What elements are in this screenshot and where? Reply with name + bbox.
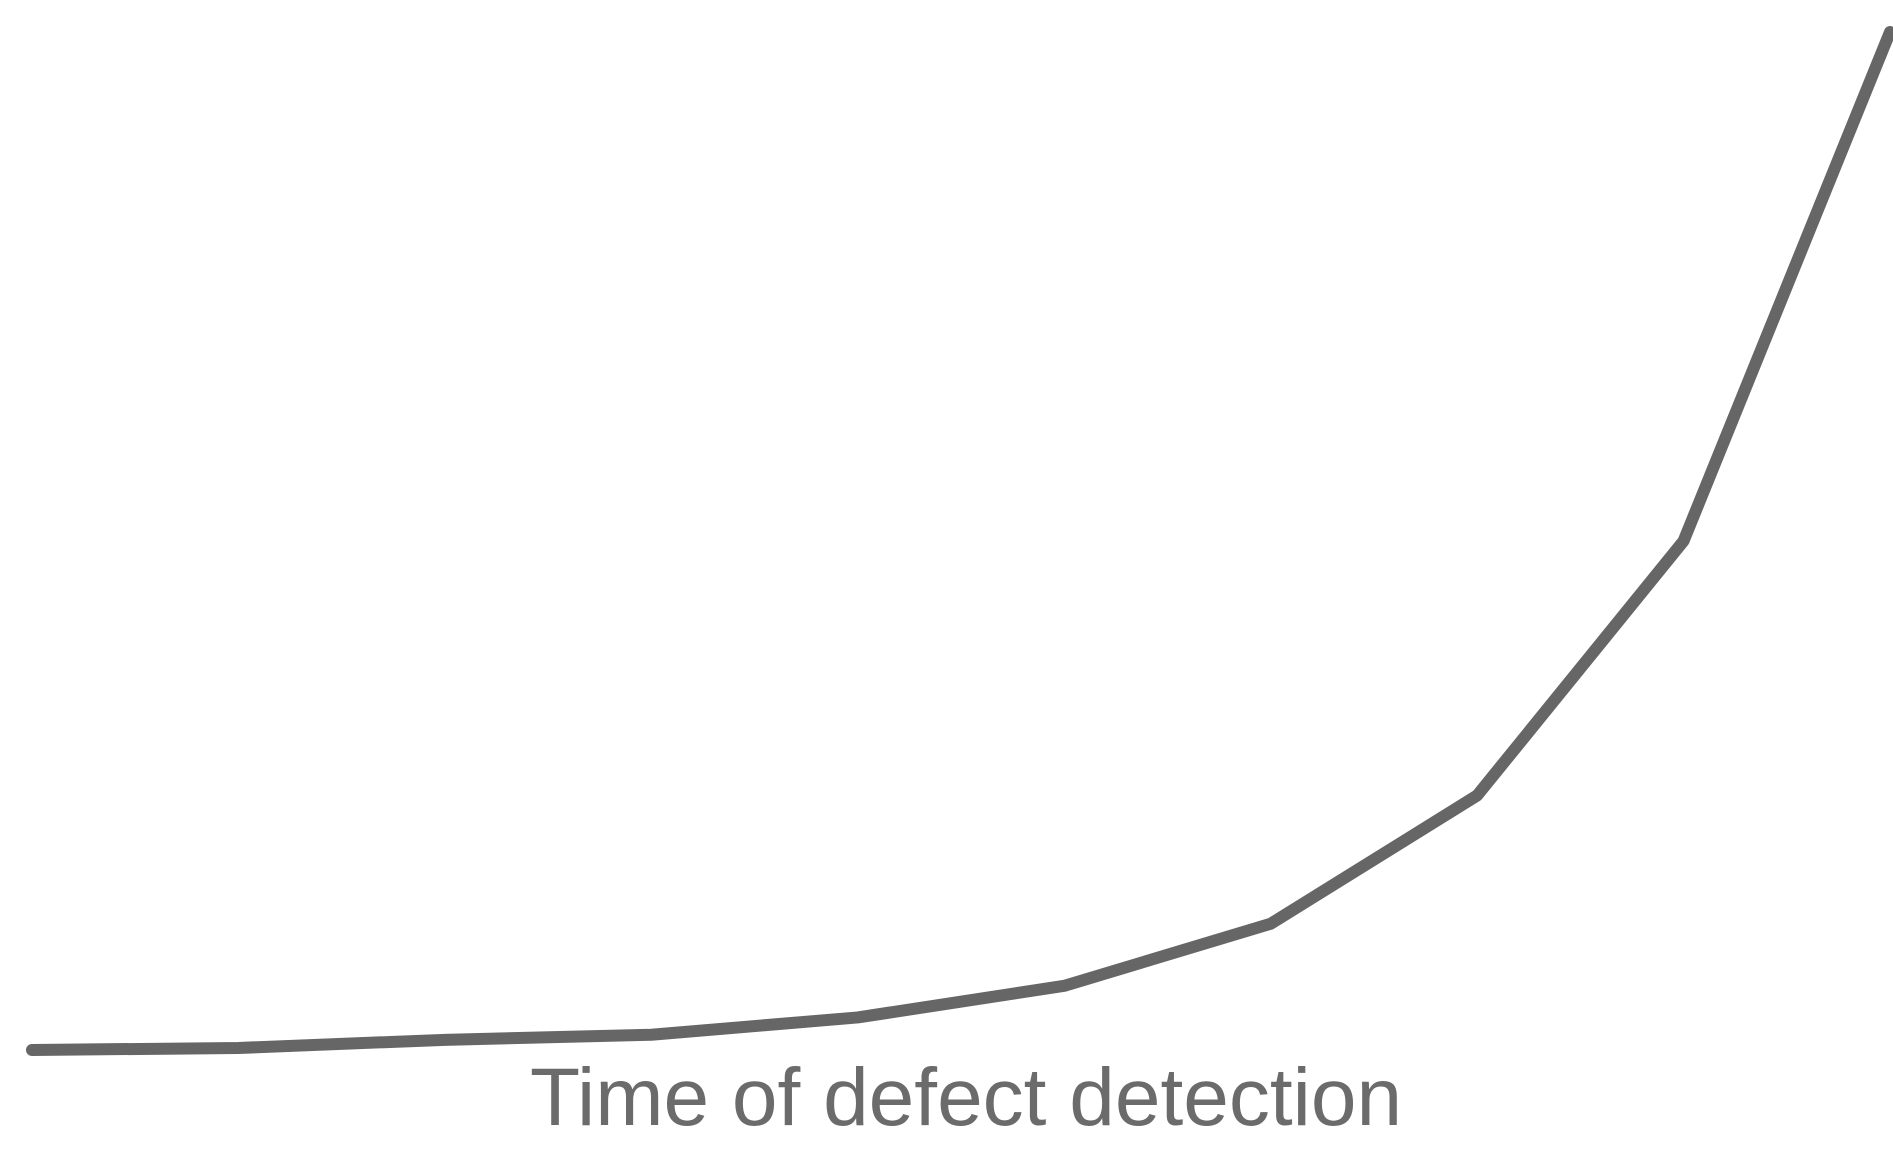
line-series bbox=[26, 26, 1893, 1056]
x-axis-label: Time of defect detection bbox=[530, 1052, 1402, 1143]
